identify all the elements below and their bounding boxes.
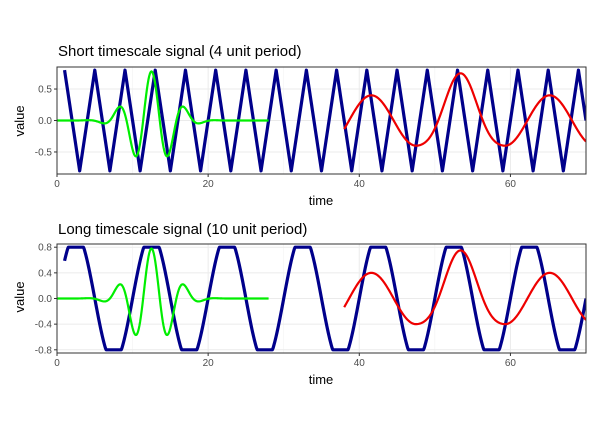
y-tick-label: 0.0 — [38, 294, 52, 305]
x-tick-label: 40 — [354, 358, 366, 369]
series-line-navy — [63, 245, 586, 352]
series-line-green — [57, 247, 269, 337]
series-line-green — [57, 70, 269, 158]
series-line-red — [343, 72, 586, 147]
y-tick-label: -0.5 — [35, 147, 53, 158]
series-line-navy — [62, 68, 586, 173]
x-axis-label-short: time — [309, 193, 334, 208]
x-tick-label: 40 — [354, 179, 366, 190]
x-axis-label-long: time — [309, 372, 334, 387]
x-tick-label: 20 — [203, 179, 215, 190]
y-tick-label: 0.0 — [38, 116, 52, 127]
panel-short-timescale: Short timescale signal (4 unit period) t… — [12, 43, 587, 208]
y-tick-label: -0.4 — [35, 320, 53, 331]
x-tick-label: 20 — [203, 358, 215, 369]
y-axis-label-short: value — [12, 105, 27, 136]
x-tick-label: 0 — [54, 358, 60, 369]
x-tick-label: 0 — [54, 179, 60, 190]
x-tick-label: 60 — [505, 358, 517, 369]
y-axis-label-long: value — [12, 281, 27, 312]
panel-long-timescale: Long timescale signal (10 unit period) t… — [12, 221, 587, 387]
chart-title-short: Short timescale signal (4 unit period) — [58, 43, 301, 60]
y-tick-label: 0.4 — [38, 268, 52, 279]
chart-title-long: Long timescale signal (10 unit period) — [58, 221, 307, 238]
series-line-red — [343, 249, 586, 326]
x-tick-label: 60 — [505, 179, 517, 190]
y-tick-label: -0.8 — [35, 345, 53, 356]
y-tick-label: 0.8 — [38, 243, 52, 254]
y-tick-label: 0.5 — [38, 85, 52, 96]
